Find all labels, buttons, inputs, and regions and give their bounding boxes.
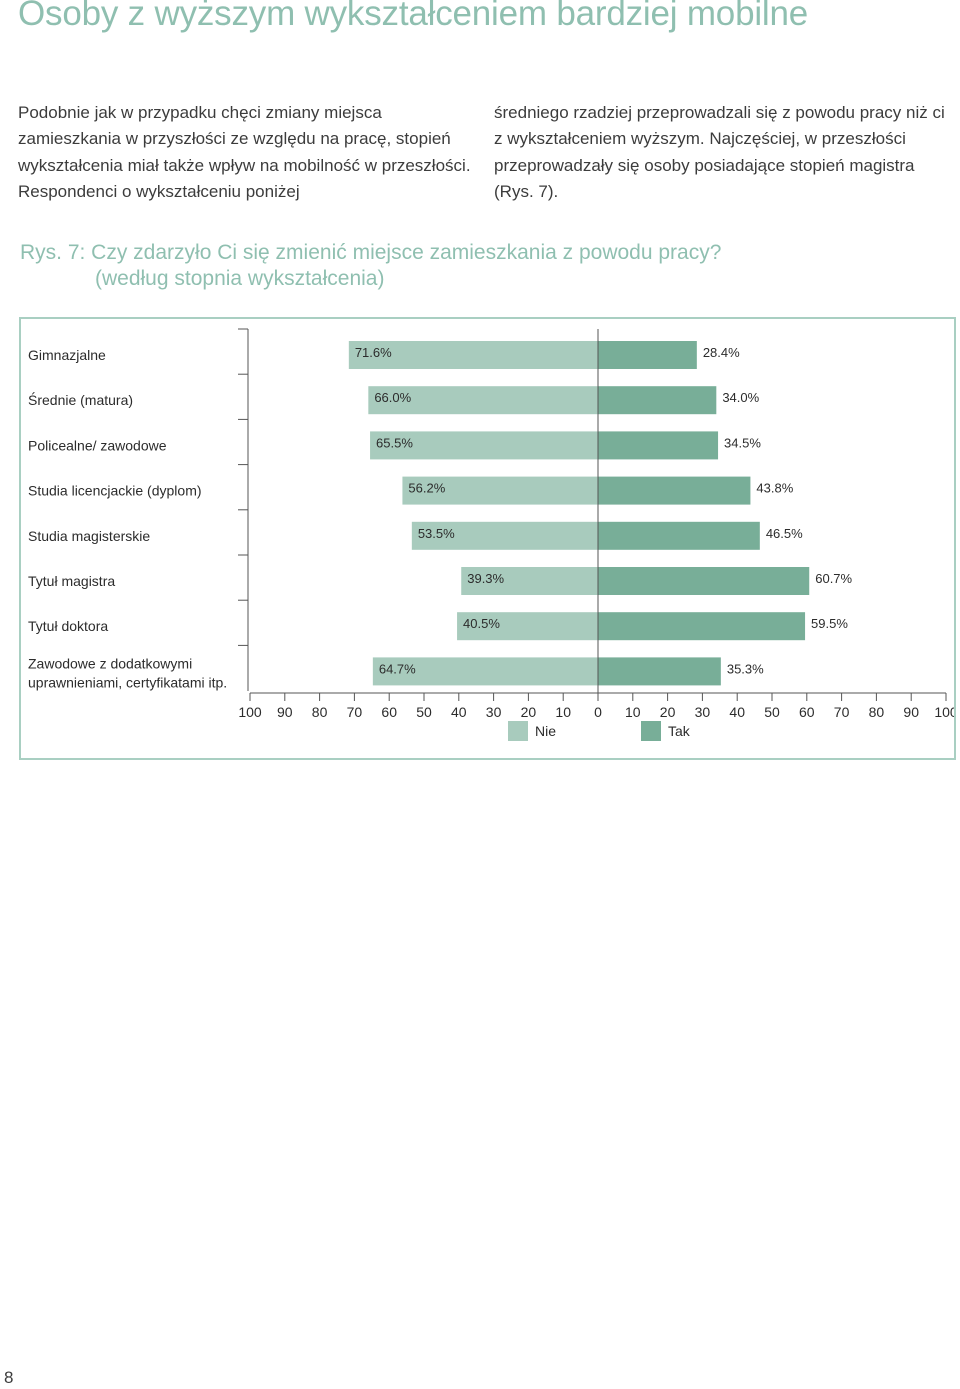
x-axis-tick-label: 70 <box>834 704 850 720</box>
page-number: 8 <box>4 1368 14 1387</box>
x-axis-tick-label: 10 <box>625 704 641 720</box>
bar-label-nie: 39.3% <box>467 571 504 586</box>
x-axis-tick-label: 0 <box>594 704 602 720</box>
bar-label-tak: 46.5% <box>766 526 803 541</box>
bar-nie <box>348 341 598 369</box>
category-label: Studia magisterskie <box>28 528 150 544</box>
bar-label-nie: 71.6% <box>355 345 392 360</box>
category-label: Gimnazjalne <box>28 347 106 363</box>
x-axis-tick-label: 90 <box>903 704 919 720</box>
bar-label-nie: 66.0% <box>374 390 411 405</box>
x-axis-tick-label: 30 <box>695 704 711 720</box>
bar-tak <box>598 341 697 369</box>
bar-nie <box>457 612 598 641</box>
x-axis-tick-label: 40 <box>729 704 745 720</box>
bar-tak <box>598 386 717 415</box>
bar-label-tak: 34.0% <box>722 390 759 405</box>
legend-swatch-tak <box>641 721 661 741</box>
x-axis-tick-label: 20 <box>660 704 676 720</box>
bar-tak <box>598 521 760 550</box>
category-label: Zawodowe z dodatkowymi uprawnieniami, cer… <box>28 655 227 690</box>
x-axis-tick-label: 80 <box>312 704 328 720</box>
figure-caption: Rys. 7: Czy zdarzyło Ci się zmienić miej… <box>20 240 721 292</box>
x-axis-tick-label: 50 <box>764 704 780 720</box>
x-axis-tick-label: 60 <box>381 704 397 720</box>
bar-label-tak: 28.4% <box>703 345 740 360</box>
bar-tak <box>598 657 721 686</box>
bar-label-nie: 53.5% <box>418 526 455 541</box>
x-axis-tick-label: 30 <box>486 704 502 720</box>
bar-nie <box>368 386 598 415</box>
bar-nie <box>411 521 598 550</box>
bar-label-nie: 64.7% <box>379 661 416 676</box>
legend-swatch-nie <box>508 721 528 741</box>
x-axis-tick-label: 10 <box>555 704 571 720</box>
body-text-left-column: Podobnie jak w przypadku chęci zmiany mi… <box>18 103 471 201</box>
body-text-right-column: średniego rzadziej przeprowadzali się z … <box>494 103 945 201</box>
bar-tak <box>598 567 810 595</box>
category-label: Średnie (matura) <box>28 391 133 408</box>
x-axis-tick-label: 20 <box>521 704 537 720</box>
bar-label-tak: 60.7% <box>815 571 852 586</box>
legend-label-tak: Tak <box>668 723 691 739</box>
bar-nie <box>370 431 598 460</box>
bar-tak <box>598 431 719 460</box>
bar-label-tak: 34.5% <box>724 435 761 450</box>
bar-tak <box>598 612 806 641</box>
chart-frame: Gimnazjalne 71.6% 28.4% Średnie (matura) 66.… <box>19 317 956 760</box>
bar-label-tak: 59.5% <box>811 616 848 631</box>
bar-nie <box>372 657 598 686</box>
x-axis-tick-label: 70 <box>347 704 363 720</box>
bar-label-tak: 43.8% <box>756 481 793 496</box>
x-axis-tick-label: 100 <box>238 704 262 720</box>
category-label: Tytuł doktora <box>28 618 108 634</box>
x-axis-tick-label: 50 <box>416 704 432 720</box>
bar-tak <box>598 476 751 505</box>
bar-label-nie: 65.5% <box>376 435 413 450</box>
legend-label-nie: Nie <box>535 723 556 739</box>
bar-nie <box>402 476 598 505</box>
x-axis-tick-label: 40 <box>451 704 467 720</box>
x-axis-tick-label: 80 <box>869 704 885 720</box>
bar-label-nie: 40.5% <box>463 616 500 631</box>
category-label: Policealne/ zawodowe <box>28 437 167 453</box>
bar-label-nie: 56.2% <box>408 481 445 496</box>
x-axis-tick-label: 90 <box>277 704 293 720</box>
x-axis-tick-label: 60 <box>799 704 815 720</box>
figure-caption-title: Rys. 7: Czy zdarzyło Ci się zmienić miej… <box>20 241 722 264</box>
x-axis-tick-label: 100 <box>934 704 954 720</box>
figure-caption-subtitle: (według stopnia wykształcenia) <box>95 267 385 290</box>
bar-nie <box>461 567 598 595</box>
bar-label-tak: 35.3% <box>727 661 764 676</box>
category-label: Tytuł magistra <box>28 573 115 589</box>
diverging-bar-chart: Gimnazjalne 71.6% 28.4% Średnie (matura) 66.… <box>28 328 954 741</box>
page-heading: Osoby z wyższym wykształceniem bardziej … <box>18 0 809 33</box>
category-label: Studia licencjackie (dyplom) <box>28 483 202 499</box>
